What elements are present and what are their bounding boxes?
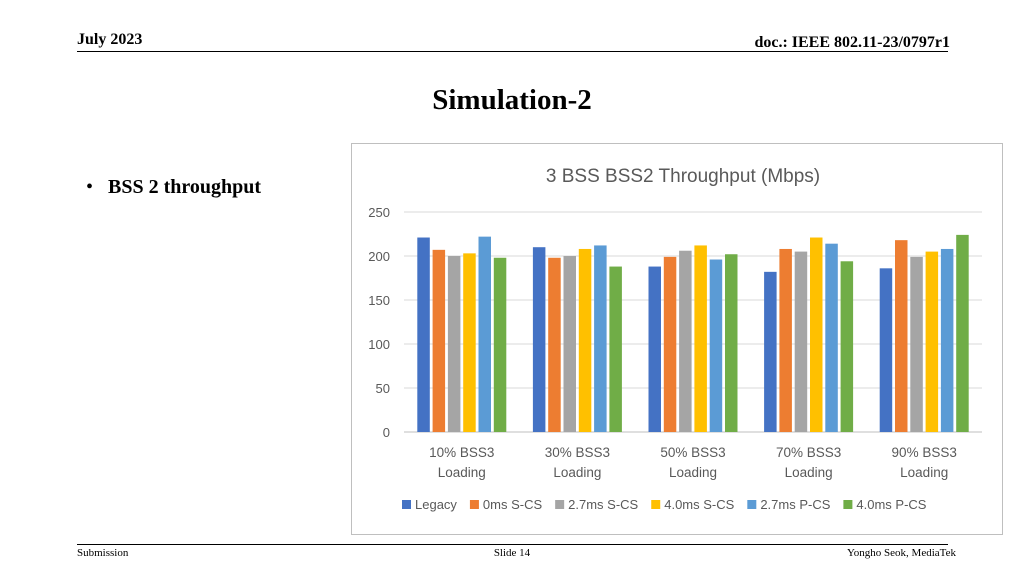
legend-label: 4.0ms P-CS <box>856 497 926 512</box>
bar <box>879 268 893 432</box>
bar <box>432 249 446 432</box>
bar <box>709 259 723 432</box>
bullet-item: • BSS 2 throughput <box>86 176 261 199</box>
x-tick-label: Loading <box>669 465 717 480</box>
x-tick-label: Loading <box>785 465 833 480</box>
x-tick-label: 50% BSS3 <box>660 445 725 460</box>
bar <box>825 243 838 432</box>
bar <box>447 256 461 432</box>
bar <box>956 234 969 432</box>
bar <box>895 240 908 432</box>
bar <box>779 248 792 432</box>
slide-title: Simulation-2 <box>432 84 592 116</box>
bar <box>840 261 854 432</box>
x-tick-label: Loading <box>438 465 486 480</box>
legend-label: 2.7ms P-CS <box>760 497 830 512</box>
x-tick-label: 30% BSS3 <box>545 445 610 460</box>
chart-container: 3 BSS BSS2 Throughput (Mbps) 0 50 100 150 200… <box>351 143 1003 535</box>
chart-title: 3 BSS BSS2 Throughput (Mbps) <box>546 166 820 187</box>
bar <box>663 256 677 432</box>
bar <box>725 254 738 432</box>
x-tick-label: 90% BSS3 <box>892 445 957 460</box>
bar <box>609 266 622 432</box>
bar <box>463 253 476 432</box>
footer-author: Yongho Seok, MediaTek <box>846 547 956 559</box>
y-tick-label: 50 <box>376 381 390 396</box>
bar <box>794 251 808 432</box>
x-tick-label: Loading <box>553 465 601 480</box>
bar <box>532 247 546 432</box>
x-tick-label: 10% BSS3 <box>429 445 494 460</box>
legend-swatch <box>402 500 411 509</box>
legend-swatch <box>555 500 565 509</box>
bar <box>925 251 939 432</box>
legend-swatch <box>469 500 479 509</box>
bar-chart: 3 BSS BSS2 Throughput (Mbps) 0 50 100 150 200… <box>368 166 982 512</box>
bar <box>578 248 592 432</box>
bar <box>417 237 430 432</box>
x-tick-label: Loading <box>900 465 948 480</box>
bullet-text: BSS 2 throughput <box>108 176 262 198</box>
footer-slide-number: Slide 14 <box>493 547 531 559</box>
legend-label: 2.7ms S-CS <box>568 497 638 512</box>
bar <box>493 257 507 432</box>
footer-left: Submission <box>77 547 129 559</box>
bar <box>679 250 692 432</box>
bar <box>764 271 777 432</box>
bar <box>940 248 954 432</box>
bar <box>810 237 823 432</box>
bar <box>548 257 561 432</box>
bar <box>694 245 707 432</box>
bar <box>648 266 661 432</box>
bar <box>478 236 491 432</box>
legend-swatch <box>843 500 853 509</box>
legend-swatch <box>747 500 757 509</box>
header-date: July 2023 <box>77 31 143 48</box>
header-divider <box>77 51 948 52</box>
header-doc-id: doc.: IEEE 802.11-23/0797r1 <box>754 34 950 51</box>
bar <box>594 245 607 432</box>
legend-swatch <box>651 500 661 509</box>
y-tick-label: 150 <box>368 293 390 308</box>
y-tick-label: 100 <box>368 337 390 352</box>
y-tick-label: 200 <box>368 249 390 264</box>
bullet-dot-icon: • <box>86 176 94 198</box>
footer-divider <box>77 544 948 545</box>
y-tick-label: 0 <box>383 425 390 440</box>
bar <box>910 256 923 432</box>
y-tick-label: 250 <box>368 205 390 220</box>
x-tick-label: 70% BSS3 <box>776 445 841 460</box>
legend-label: Legacy <box>415 497 457 512</box>
legend-label: 0ms S-CS <box>483 497 543 512</box>
legend-label: 4.0ms S-CS <box>664 497 734 512</box>
bar <box>563 256 576 432</box>
